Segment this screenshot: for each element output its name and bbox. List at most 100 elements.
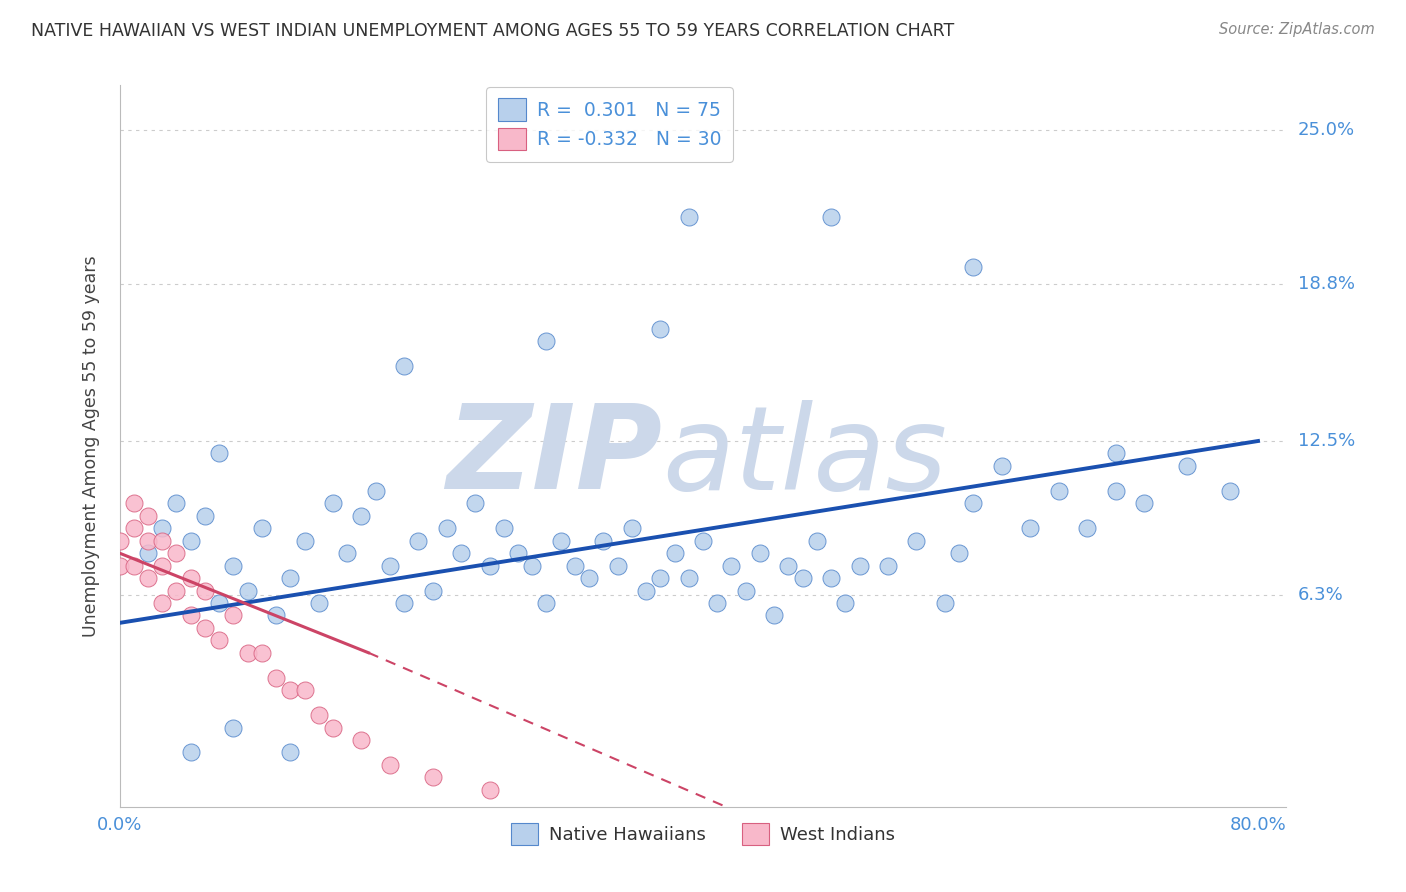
Text: Source: ZipAtlas.com: Source: ZipAtlas.com (1219, 22, 1375, 37)
Point (848, 558, 870, 573)
Point (620, 521, 643, 535)
Point (1019, 521, 1042, 535)
Point (905, 533, 928, 548)
Point (150, 596, 173, 610)
Point (478, 558, 501, 573)
Point (378, 758, 401, 772)
Point (236, 583, 259, 598)
Point (1175, 458, 1198, 473)
Point (350, 508, 373, 523)
Point (834, 596, 856, 610)
Point (136, 571, 159, 585)
Point (536, 334, 558, 349)
Point (264, 671, 287, 685)
Point (948, 546, 970, 560)
Point (991, 458, 1014, 473)
Point (1133, 496, 1156, 510)
Point (877, 558, 900, 573)
Point (250, 646, 273, 660)
Point (208, 596, 231, 610)
Point (194, 621, 217, 635)
Point (650, 322, 672, 336)
Point (422, 770, 444, 784)
Text: atlas: atlas (662, 400, 948, 514)
Text: 6.3%: 6.3% (1298, 586, 1343, 605)
Point (180, 608, 202, 623)
Point (294, 683, 316, 698)
Point (392, 596, 415, 610)
Point (322, 721, 344, 735)
Point (536, 596, 558, 610)
Point (934, 596, 956, 610)
Point (962, 260, 984, 274)
Legend: Native Hawaiians, West Indians: Native Hawaiians, West Indians (503, 816, 903, 853)
Point (194, 508, 217, 523)
Text: NATIVE HAWAIIAN VS WEST INDIAN UNEMPLOYMENT AMONG AGES 55 TO 59 YEARS CORRELATIO: NATIVE HAWAIIAN VS WEST INDIAN UNEMPLOYM… (31, 22, 955, 40)
Point (165, 583, 187, 598)
Point (136, 508, 159, 523)
Point (692, 533, 714, 548)
Text: ZIP: ZIP (446, 400, 662, 515)
Point (778, 558, 800, 573)
Point (1076, 521, 1098, 535)
Point (336, 546, 359, 560)
Point (294, 533, 316, 548)
Point (350, 733, 373, 747)
Point (1047, 483, 1070, 498)
Point (236, 646, 259, 660)
Point (806, 533, 828, 548)
Point (180, 571, 202, 585)
Point (165, 496, 187, 510)
Point (650, 571, 672, 585)
Point (222, 721, 245, 735)
Text: 25.0%: 25.0% (1298, 120, 1355, 138)
Point (1105, 446, 1128, 460)
Point (636, 583, 658, 598)
Point (820, 210, 842, 224)
Point (278, 746, 301, 760)
Point (122, 558, 145, 573)
Point (150, 521, 173, 535)
Point (492, 521, 515, 535)
Point (322, 496, 344, 510)
Point (108, 533, 131, 548)
Point (522, 558, 544, 573)
Point (606, 558, 628, 573)
Point (1219, 483, 1241, 498)
Point (450, 546, 472, 560)
Point (464, 496, 486, 510)
Point (506, 546, 529, 560)
Point (180, 533, 202, 548)
Point (378, 558, 401, 573)
Point (478, 782, 501, 797)
Point (278, 571, 301, 585)
Point (592, 533, 614, 548)
Point (278, 683, 301, 698)
Point (706, 596, 728, 610)
Point (392, 359, 415, 374)
Point (122, 521, 145, 535)
Point (962, 496, 984, 510)
Point (422, 583, 444, 598)
Point (678, 210, 700, 224)
Point (264, 608, 287, 623)
Point (720, 558, 742, 573)
Point (364, 483, 387, 498)
Point (150, 558, 173, 573)
Point (180, 746, 202, 760)
Text: 18.8%: 18.8% (1298, 275, 1354, 293)
Point (136, 546, 159, 560)
Point (222, 558, 245, 573)
Point (194, 583, 217, 598)
Point (165, 546, 187, 560)
Point (664, 546, 686, 560)
Point (578, 571, 600, 585)
Point (820, 571, 842, 585)
Text: 12.5%: 12.5% (1298, 432, 1355, 450)
Point (792, 571, 814, 585)
Point (550, 533, 572, 548)
Point (308, 708, 330, 723)
Point (1105, 483, 1128, 498)
Point (436, 521, 458, 535)
Point (734, 583, 756, 598)
